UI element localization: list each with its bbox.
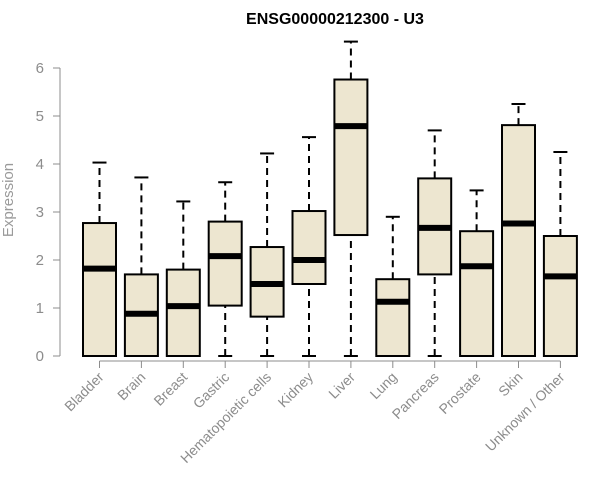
y-tick-label: 0 — [36, 348, 44, 365]
y-tick-label: 2 — [36, 252, 44, 269]
category-label: Prostate — [436, 369, 484, 417]
box-bladder — [82, 161, 117, 357]
box-unknown-other — [542, 151, 578, 357]
category-label: Lung — [367, 369, 400, 402]
box-brain — [123, 176, 159, 357]
boxes-group — [82, 40, 578, 358]
box-pancreas — [417, 129, 453, 357]
y-tick-label: 3 — [36, 204, 44, 221]
category-label: Breast — [150, 369, 190, 409]
box-lung — [375, 215, 411, 358]
box-hematopoietic-cells — [249, 152, 285, 357]
box-skin — [501, 103, 536, 358]
x-axis — [99, 360, 561, 368]
category-label: Kidney — [275, 369, 317, 411]
box-body — [333, 78, 369, 237]
y-tick-label: 5 — [36, 108, 44, 125]
chart-title: ENSG00000212300 - U3 — [246, 11, 424, 28]
category-label: Brain — [114, 369, 148, 403]
box-body — [501, 124, 536, 358]
box-liver — [333, 40, 369, 357]
box-body — [291, 210, 327, 285]
y-tick-label: 6 — [36, 60, 44, 77]
category-label: Skin — [495, 369, 526, 400]
box-prostate — [459, 189, 495, 357]
y-axis-label: Expression — [0, 163, 17, 237]
box-body — [165, 268, 201, 358]
box-body — [375, 278, 411, 358]
box-kidney — [291, 136, 327, 357]
box-body — [459, 230, 495, 357]
box-gastric — [207, 181, 243, 357]
category-label: Pancreas — [389, 369, 442, 422]
y-tick-label: 4 — [36, 156, 44, 173]
box-body — [542, 235, 578, 357]
category-label: Liver — [325, 369, 358, 402]
y-axis: 0 1 2 3 4 5 6 — [36, 60, 61, 365]
box-breast — [165, 200, 201, 358]
y-tick-label: 1 — [36, 300, 44, 317]
box-body — [207, 220, 243, 307]
category-label: Bladder — [61, 369, 107, 415]
category-label: Unknown / Other — [482, 369, 568, 455]
box-body — [82, 222, 117, 357]
